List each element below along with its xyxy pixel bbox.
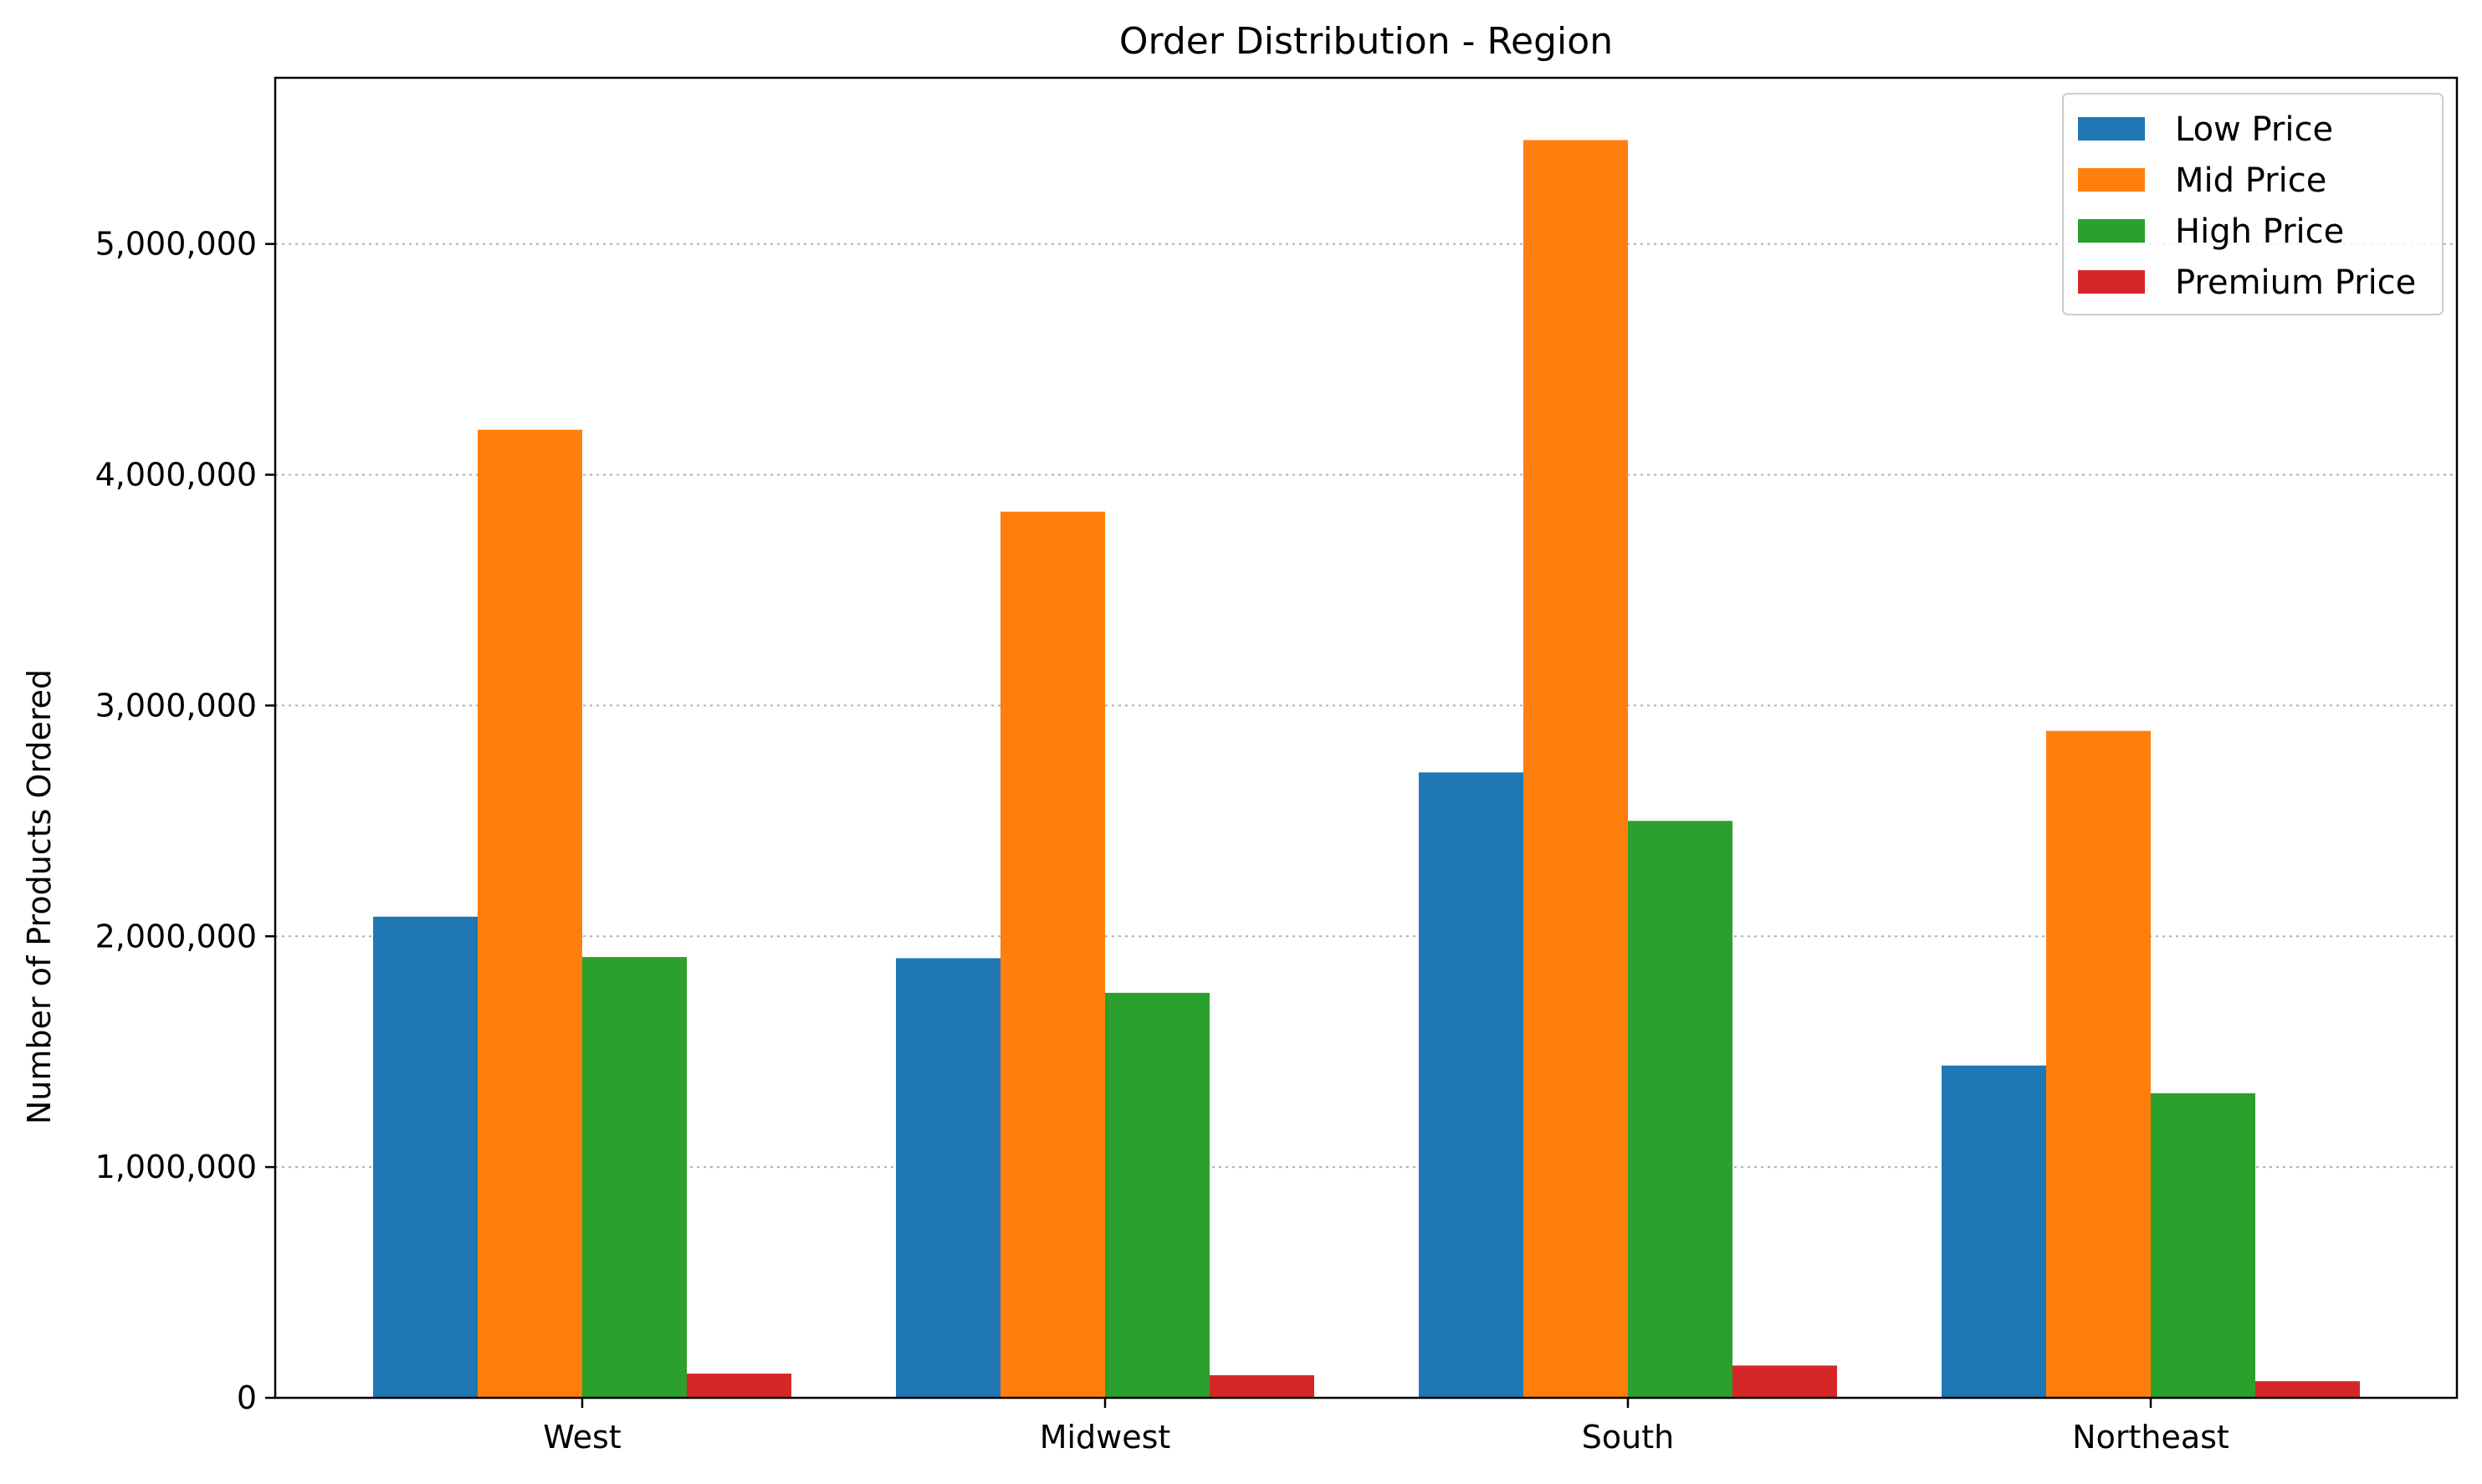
bar-mid-price-northeast [2046, 730, 2151, 1398]
bar-mid-price-midwest [1000, 511, 1105, 1399]
bar-high-price-northeast [2151, 1093, 2255, 1398]
legend-swatch [2078, 219, 2145, 243]
y-tick-label: 2,000,000 [95, 918, 257, 954]
y-tick-label: 1,000,000 [95, 1149, 257, 1185]
y-axis: 0 1,000,000 2,000,000 3,000,000 4,000,000 5,0… [95, 226, 275, 1416]
plot-frame [274, 76, 2459, 1400]
legend-swatch [2078, 168, 2145, 192]
x-tick-label: West [543, 1419, 621, 1456]
legend-box [2062, 93, 2444, 315]
legend: Low Price Mid Price High Price Premium Pric… [2062, 93, 2444, 315]
legend-swatch [2078, 117, 2145, 141]
bar-low-price-south [1419, 772, 1523, 1398]
y-tick-label: 4,000,000 [95, 457, 257, 494]
bar-premium-price-west [687, 1374, 791, 1398]
x-axis: West Midwest South Northeast [543, 1398, 2229, 1456]
bar-premium-price-northeast [2255, 1381, 2360, 1398]
legend-label: Mid Price [2175, 161, 2326, 200]
bar-low-price-northeast [1942, 1065, 2046, 1398]
x-tick-label: South [1582, 1419, 1674, 1456]
y-axis-label: Number of Products Ordered [21, 669, 58, 1124]
bars [373, 140, 2360, 1399]
chart-title: Order Distribution - Region [1119, 20, 1613, 63]
bar-premium-price-midwest [1210, 1374, 1314, 1398]
bar-mid-price-west [478, 429, 582, 1399]
legend-label: Low Price [2175, 110, 2333, 149]
bar-high-price-midwest [1105, 992, 1210, 1398]
bar-low-price-west [373, 916, 478, 1398]
y-tick-label: 5,000,000 [95, 226, 257, 263]
bar-high-price-west [582, 957, 687, 1398]
legend-label: High Price [2175, 212, 2344, 251]
x-tick-label: Northeast [2072, 1419, 2229, 1456]
bar-high-price-south [1628, 821, 1732, 1398]
bar-premium-price-south [1732, 1365, 1837, 1398]
bar-low-price-midwest [896, 958, 1000, 1398]
y-tick-label: 3,000,000 [95, 687, 257, 724]
y-tick-label: 0 [237, 1379, 257, 1416]
x-tick-label: Midwest [1040, 1419, 1171, 1456]
legend-swatch [2078, 270, 2145, 294]
bar-mid-price-south [1523, 140, 1628, 1399]
legend-label: Premium Price [2175, 264, 2416, 302]
